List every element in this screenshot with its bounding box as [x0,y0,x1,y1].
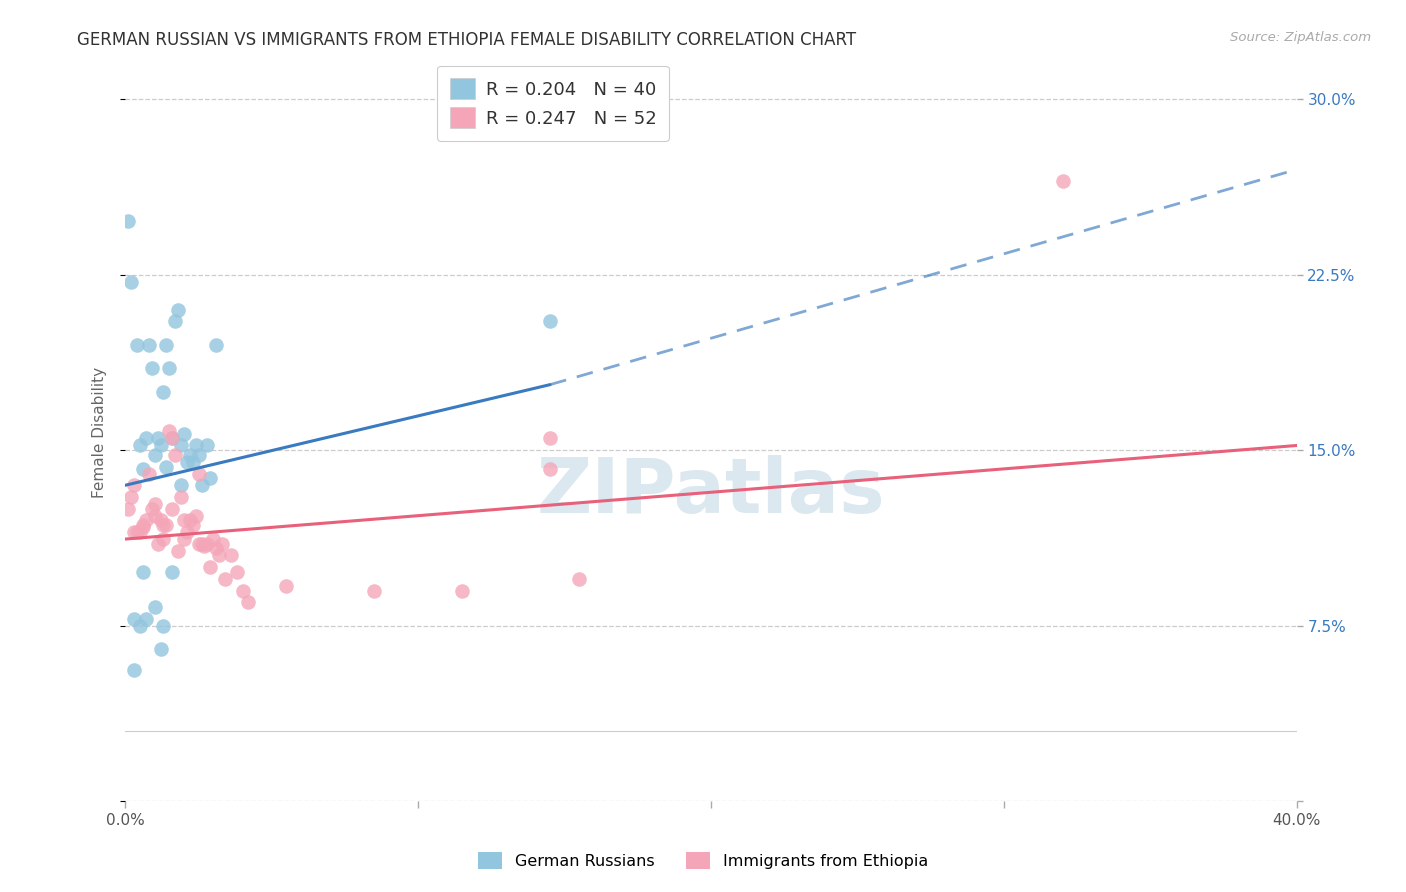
Point [538,432,561,446]
Point [200,560,222,574]
Point [232,583,254,598]
Point [1052,174,1074,188]
Point [181,455,204,469]
Point [179,448,201,462]
Point [152,618,174,632]
Text: Source: ZipAtlas.com: Source: ZipAtlas.com [1230,31,1371,45]
Point [143,599,166,614]
Point [135,612,157,626]
Point [197,537,219,551]
Point [122,612,145,626]
Point [363,583,385,598]
Point [451,583,474,598]
Point [170,490,193,504]
Point [155,338,177,352]
Point [238,595,260,609]
Point [152,532,174,546]
Point [146,432,169,446]
Point [179,513,201,527]
Point [127,524,149,539]
Point [129,438,152,452]
Point [167,302,190,317]
Point [538,314,561,328]
Point [132,518,155,533]
Point [225,565,247,579]
Point [208,549,231,563]
Point [187,467,209,481]
Point [187,537,209,551]
Point [135,432,157,446]
Point [122,478,145,492]
Point [211,537,233,551]
Point [184,438,207,452]
Point [165,448,187,462]
Point [276,579,298,593]
Point [176,524,198,539]
Point [173,426,195,441]
Point [190,478,212,492]
Point [214,572,236,586]
Point [120,490,142,504]
Point [173,532,195,546]
Point [143,497,166,511]
Text: GERMAN RUSSIAN VS IMMIGRANTS FROM ETHIOPIA FEMALE DISABILITY CORRELATION CHART: GERMAN RUSSIAN VS IMMIGRANTS FROM ETHIOP… [77,31,856,49]
Legend: R = 0.204   N = 40, R = 0.247   N = 52: R = 0.204 N = 40, R = 0.247 N = 52 [437,66,669,141]
Point [167,543,190,558]
Point [219,549,242,563]
Point [135,513,157,527]
Point [146,537,169,551]
Point [162,565,184,579]
Text: ZIPatlas: ZIPatlas [537,455,886,529]
Point [149,513,172,527]
Point [200,471,222,485]
Point [176,455,198,469]
Point [155,518,177,533]
Point [149,642,172,657]
Point [197,438,219,452]
Point [165,314,187,328]
Point [138,338,160,352]
Point [181,518,204,533]
Y-axis label: Female Disability: Female Disability [93,367,107,498]
Point [162,432,184,446]
Point [117,501,139,516]
Point [143,508,166,523]
Point [202,532,225,546]
Point [129,524,152,539]
Point [205,338,228,352]
Point [162,432,184,446]
Point [538,462,561,476]
Point [138,467,160,481]
Point [149,438,172,452]
Point [173,513,195,527]
Point [132,565,155,579]
Point [157,361,180,376]
Point [170,478,193,492]
Point [155,459,177,474]
Point [129,618,152,632]
Point [157,425,180,439]
Point [152,518,174,533]
Point [117,214,139,228]
Point [170,438,193,452]
Point [184,508,207,523]
Point [152,384,174,399]
Point [205,541,228,556]
Point [132,462,155,476]
Point [120,275,142,289]
Point [193,539,215,553]
Point [187,448,209,462]
Point [127,338,149,352]
Point [132,520,155,534]
Point [143,448,166,462]
Point [141,361,163,376]
Point [122,663,145,677]
Point [568,572,591,586]
Point [141,501,163,516]
Legend: German Russians, Immigrants from Ethiopia: German Russians, Immigrants from Ethiopi… [470,845,936,877]
Point [162,501,184,516]
Point [122,524,145,539]
Point [190,537,212,551]
